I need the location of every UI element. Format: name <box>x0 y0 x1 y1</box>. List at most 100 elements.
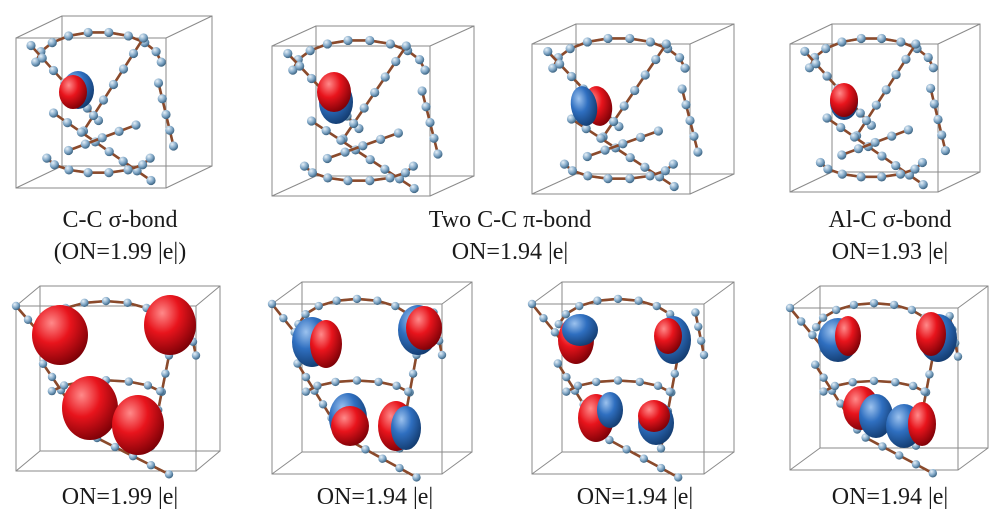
box-edge <box>703 281 735 305</box>
carbon-atom <box>668 159 678 169</box>
carbon-atom <box>566 71 577 82</box>
carbon-atom <box>288 65 298 75</box>
bond-brown <box>321 300 334 307</box>
bond-brown <box>405 395 411 409</box>
orbital-lobe-red <box>331 406 369 446</box>
bond-brown <box>343 125 353 138</box>
caption-bottom-2: ON=1.94 |e| <box>316 484 434 510</box>
bond-brown <box>838 304 852 311</box>
orbital-lobe-blue <box>570 86 598 126</box>
bond-brown <box>894 129 906 137</box>
bond-brown <box>685 107 691 119</box>
carbon-atom <box>64 165 74 175</box>
carbon-atom <box>331 377 340 387</box>
bond-brown <box>330 39 345 45</box>
carbon-atom <box>618 139 628 149</box>
carbon-atom <box>917 157 928 168</box>
bond-brown <box>121 124 134 132</box>
bond-brown <box>367 449 381 459</box>
carbon-atom <box>97 133 107 143</box>
bond-brown <box>646 459 659 468</box>
carbon-atom <box>26 40 36 51</box>
carbon-atom <box>376 134 386 144</box>
bond-brown <box>360 379 375 383</box>
carbon-atom <box>305 45 315 56</box>
bond-brown <box>883 156 895 165</box>
bond-brown <box>607 143 621 151</box>
box-edge <box>165 165 213 189</box>
carbon-atom <box>365 154 375 165</box>
panel-top-1 <box>10 10 222 205</box>
bond-brown <box>844 148 856 156</box>
carbon-atom <box>691 308 700 317</box>
carbon-atom <box>856 172 866 182</box>
bond-brown <box>357 150 369 159</box>
bond-brown <box>99 438 113 447</box>
box-edge <box>937 23 981 45</box>
orbital-lobe-blue <box>597 392 623 428</box>
bond-brown <box>824 310 835 318</box>
bond-brown <box>54 35 67 43</box>
bond-brown <box>69 123 80 132</box>
carbon-atom <box>605 435 614 445</box>
carbon-atom <box>581 124 591 134</box>
carbon-atom <box>819 373 828 382</box>
box-edge <box>531 23 577 45</box>
carbon-atom <box>307 168 318 178</box>
bond-brown <box>548 52 559 63</box>
orbital-lobe-red <box>638 400 670 432</box>
carbon-atom <box>104 146 114 157</box>
bond-brown <box>372 160 384 169</box>
carbon-atom <box>336 135 346 145</box>
carbon-atom <box>603 174 613 184</box>
caption-bottom-4: ON=1.94 |e| <box>831 484 949 510</box>
carbon-atom <box>785 303 795 313</box>
carbon-atom <box>49 160 59 170</box>
bond-brown <box>566 378 575 390</box>
carbon-atom <box>903 125 913 135</box>
box-edge <box>789 23 833 45</box>
carbon-atom <box>301 310 310 319</box>
carbon-atom <box>421 102 431 112</box>
bond-brown <box>124 55 133 67</box>
bond-brown <box>96 142 108 151</box>
bond-brown <box>869 147 881 156</box>
carbon-atom <box>321 126 331 136</box>
carbon-atom <box>340 147 350 157</box>
bond-brown <box>104 131 117 138</box>
carbon-atom <box>926 83 936 93</box>
carbon-atom <box>429 133 439 143</box>
carbon-atom <box>63 145 74 156</box>
bond-brown <box>88 300 103 304</box>
carbon-atom <box>896 37 906 47</box>
carbon-atom <box>527 299 537 309</box>
bond-brown <box>306 378 315 390</box>
orbital-lobe-red <box>654 318 682 354</box>
carbon-atom <box>391 56 401 67</box>
carbon-atom <box>869 298 879 308</box>
carbon-atom <box>832 305 841 315</box>
bond-brown <box>845 173 859 178</box>
bond-brown <box>114 71 123 83</box>
box-edge <box>531 281 563 305</box>
bond-brown <box>373 177 387 182</box>
bond-brown <box>340 297 354 302</box>
carbon-atom <box>349 118 359 129</box>
box-edge <box>165 15 213 39</box>
carbon-atom <box>358 141 368 151</box>
bond-brown <box>312 43 325 51</box>
bond-brown <box>828 118 840 127</box>
bond-brown <box>396 47 406 60</box>
bond-brown <box>84 117 93 129</box>
carbon-atom <box>554 319 563 329</box>
caption-bottom-1: ON=1.99 |e| <box>61 484 179 510</box>
bond-brown <box>375 78 385 91</box>
carbon-atom <box>651 54 661 65</box>
caption-bottom-3: ON=1.94 |e| <box>576 484 694 510</box>
carbon-atom <box>901 54 911 64</box>
bond-brown <box>898 381 911 387</box>
carbon-atom <box>848 378 857 387</box>
carbon-atom <box>583 171 593 181</box>
carbon-atom <box>361 445 370 454</box>
bond-brown <box>339 379 354 383</box>
